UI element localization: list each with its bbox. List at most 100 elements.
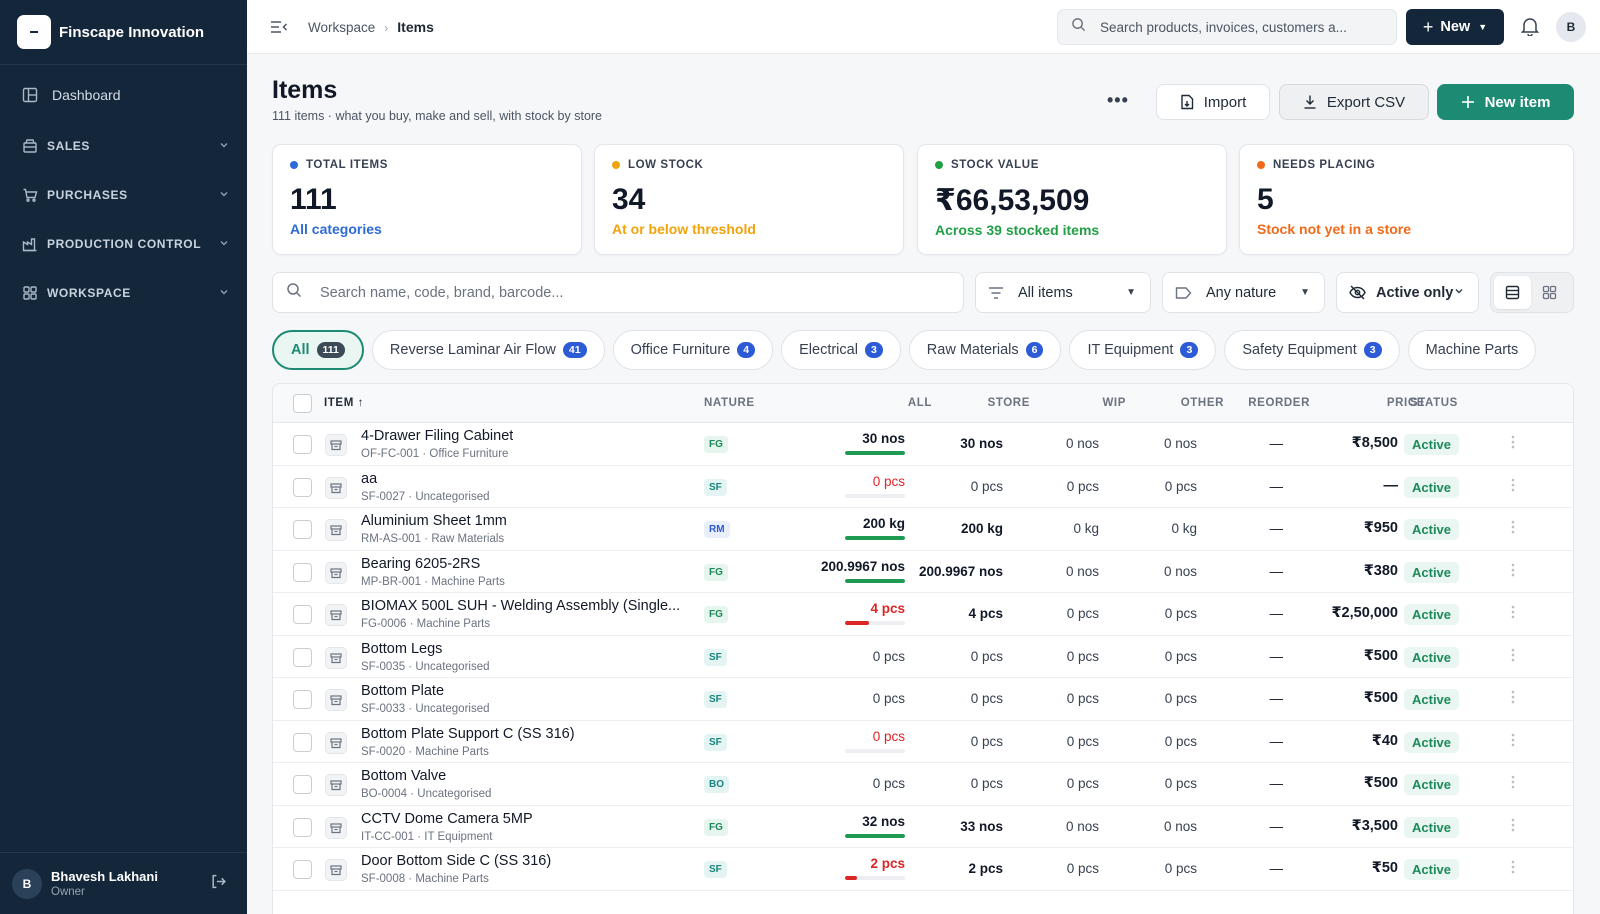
column-price[interactable]: PRICE	[1386, 397, 1425, 409]
plus-icon: +	[1422, 16, 1434, 37]
column-nature[interactable]: NATURE	[704, 397, 755, 409]
type-filter-select[interactable]: All items ▼	[975, 272, 1151, 313]
category-chip[interactable]: Raw Materials 6	[908, 330, 1062, 370]
item-category: Raw Materials	[431, 533, 505, 545]
table-row[interactable]: 4-Drawer Filing Cabinet OF-FC-001 · Offic…	[273, 423, 1573, 466]
table-row[interactable]: Bottom Plate Support C (SS 316) SF-0020 ·…	[273, 721, 1573, 763]
category-chip[interactable]: Electrical 3	[781, 330, 901, 370]
kebab-menu-icon[interactable]	[1511, 563, 1515, 579]
column-status[interactable]: STATUS	[1410, 397, 1458, 409]
table-row[interactable]: Bottom Plate SF-0033 · Uncategorised SF 0 p…	[273, 678, 1573, 721]
row-checkbox[interactable]	[293, 435, 312, 454]
sidebar-item-dashboard[interactable]: Dashboard	[0, 73, 247, 117]
item-name[interactable]: Bearing 6205-2RS	[361, 555, 481, 572]
row-checkbox[interactable]	[293, 817, 312, 837]
global-search[interactable]	[1057, 9, 1397, 45]
grid-view-button[interactable]	[1531, 276, 1568, 309]
column-reorder[interactable]: REORDER	[1248, 397, 1310, 409]
active-filter-select[interactable]: Active only	[1336, 272, 1479, 313]
category-chip[interactable]: All 111	[272, 330, 364, 370]
new-item-button[interactable]: New item	[1437, 84, 1574, 120]
global-search-input[interactable]	[1100, 19, 1380, 35]
kebab-menu-icon[interactable]	[1511, 605, 1515, 621]
menu-collapse-icon[interactable]	[268, 16, 290, 38]
more-actions-button[interactable]: •••	[1107, 90, 1129, 110]
row-checkbox[interactable]	[293, 690, 312, 709]
item-name[interactable]: BIOMAX 500L SUH - Welding Assembly (Sing…	[361, 598, 681, 614]
row-checkbox[interactable]	[293, 477, 312, 497]
table-row[interactable]: Bottom Valve BO-0004 · Uncategorised BO 0 p…	[273, 763, 1573, 806]
category-chip[interactable]: Reverse Laminar Air Flow 41	[371, 330, 605, 370]
item-name[interactable]: Bottom Plate	[361, 683, 445, 699]
table-row[interactable]: CCTV Dome Camera 5MP IT-CC-001 · IT Equip…	[273, 806, 1573, 848]
table-row[interactable]: aa SF-0027 · Uncategorised SF 0 pcs 0 pcs 0 p…	[273, 466, 1573, 508]
stat-card-low-stock[interactable]: LOW STOCK 34 At or below threshold	[594, 144, 904, 255]
table-row[interactable]: Door Bottom Side C (SS 316) SF-0008 · Mac…	[273, 848, 1573, 891]
new-button[interactable]: + New ▼	[1406, 9, 1504, 45]
kebab-menu-icon[interactable]	[1511, 690, 1515, 706]
category-chip[interactable]: Office Furniture 4	[612, 330, 774, 370]
stat-card-needs-placing[interactable]: NEEDS PLACING 5 Stock not yet in a store	[1239, 144, 1574, 255]
stat-card-stock-value[interactable]: STOCK VALUE ₹66,53,509 Across 39 stocked…	[917, 144, 1227, 255]
kebab-menu-icon[interactable]	[1511, 860, 1515, 876]
column-store[interactable]: STORE	[987, 397, 1030, 409]
column-all[interactable]: ALL	[907, 397, 932, 409]
select-all-checkbox[interactable]	[293, 394, 312, 413]
sidebar-item-sales[interactable]: SALES	[0, 125, 247, 167]
kebab-menu-icon[interactable]	[1511, 478, 1515, 494]
item-name[interactable]: 4-Drawer Filing Cabinet	[361, 428, 514, 444]
table-row[interactable]: BIOMAX 500L SUH - Welding Assembly (Sing…	[273, 593, 1573, 636]
column-wip[interactable]: WIP	[1102, 397, 1126, 409]
avatar[interactable]: B	[1556, 12, 1586, 42]
kebab-menu-icon[interactable]	[1511, 435, 1515, 451]
table-row[interactable]: Bearing 6205-2RS MP-BR-001 · Machine Part…	[273, 551, 1573, 593]
kebab-menu-icon[interactable]	[1511, 818, 1515, 834]
item-price: ₹500	[1363, 690, 1398, 706]
brand[interactable]: Finscape Innovation	[0, 0, 247, 65]
row-checkbox[interactable]	[293, 562, 312, 582]
box-icon	[325, 476, 347, 499]
item-search-input[interactable]	[320, 284, 920, 301]
sidebar-item-purchases[interactable]: PURCHASES	[0, 174, 247, 216]
row-checkbox[interactable]	[293, 860, 312, 879]
export-csv-button[interactable]: Export CSV	[1279, 84, 1429, 120]
category-chip[interactable]: Machine Parts	[1407, 330, 1537, 370]
category-chip[interactable]: Safety Equipment 3	[1224, 330, 1400, 370]
row-checkbox[interactable]	[293, 520, 312, 539]
import-button[interactable]: Import	[1156, 84, 1270, 120]
item-search[interactable]	[272, 272, 964, 313]
avatar[interactable]: B	[12, 868, 42, 899]
kebab-menu-icon[interactable]	[1511, 648, 1515, 664]
category-chip[interactable]: IT Equipment 3	[1069, 330, 1217, 370]
breadcrumb-workspace[interactable]: Workspace	[308, 19, 376, 35]
table-body: 4-Drawer Filing Cabinet OF-FC-001 · Offic…	[273, 423, 1573, 891]
list-view-button[interactable]	[1494, 276, 1531, 309]
nature-filter-select[interactable]: Any nature ▼	[1162, 272, 1325, 313]
sidebar-item-production-control[interactable]: PRODUCTION CONTROL	[0, 223, 247, 265]
sidebar-item-workspace[interactable]: WORKSPACE	[0, 272, 247, 314]
eye-off-icon	[1349, 285, 1366, 300]
row-checkbox[interactable]	[293, 647, 312, 667]
qty-wip: 0 pcs	[1066, 648, 1099, 664]
table-row[interactable]: Aluminium Sheet 1mm RM-AS-001 · Raw Mater…	[273, 508, 1573, 551]
row-checkbox[interactable]	[293, 605, 312, 624]
item-name[interactable]: Aluminium Sheet 1mm	[361, 513, 507, 529]
logout-icon[interactable]	[210, 873, 227, 895]
item-name[interactable]: Bottom Plate Support C (SS 316)	[361, 725, 575, 742]
row-checkbox[interactable]	[293, 775, 312, 794]
bell-icon[interactable]	[1520, 16, 1540, 41]
column-item[interactable]: ITEM ↑	[324, 397, 365, 409]
row-checkbox[interactable]	[293, 732, 312, 752]
item-name[interactable]: Bottom Legs	[361, 640, 443, 657]
kebab-menu-icon[interactable]	[1511, 775, 1515, 791]
kebab-menu-icon[interactable]	[1511, 520, 1515, 536]
stat-card-total-items[interactable]: TOTAL ITEMS 111 All categories	[272, 144, 582, 255]
column-other[interactable]: OTHER	[1180, 397, 1224, 409]
item-name[interactable]: Bottom Valve	[361, 768, 447, 784]
item-name[interactable]: CCTV Dome Camera 5MP	[361, 810, 533, 827]
table-row[interactable]: Bottom Legs SF-0035 · Uncategorised SF 0 pc…	[273, 636, 1573, 678]
item-name[interactable]: aa	[361, 470, 378, 487]
download-icon	[1303, 94, 1317, 110]
item-name[interactable]: Door Bottom Side C (SS 316)	[361, 853, 552, 869]
kebab-menu-icon[interactable]	[1511, 733, 1515, 749]
